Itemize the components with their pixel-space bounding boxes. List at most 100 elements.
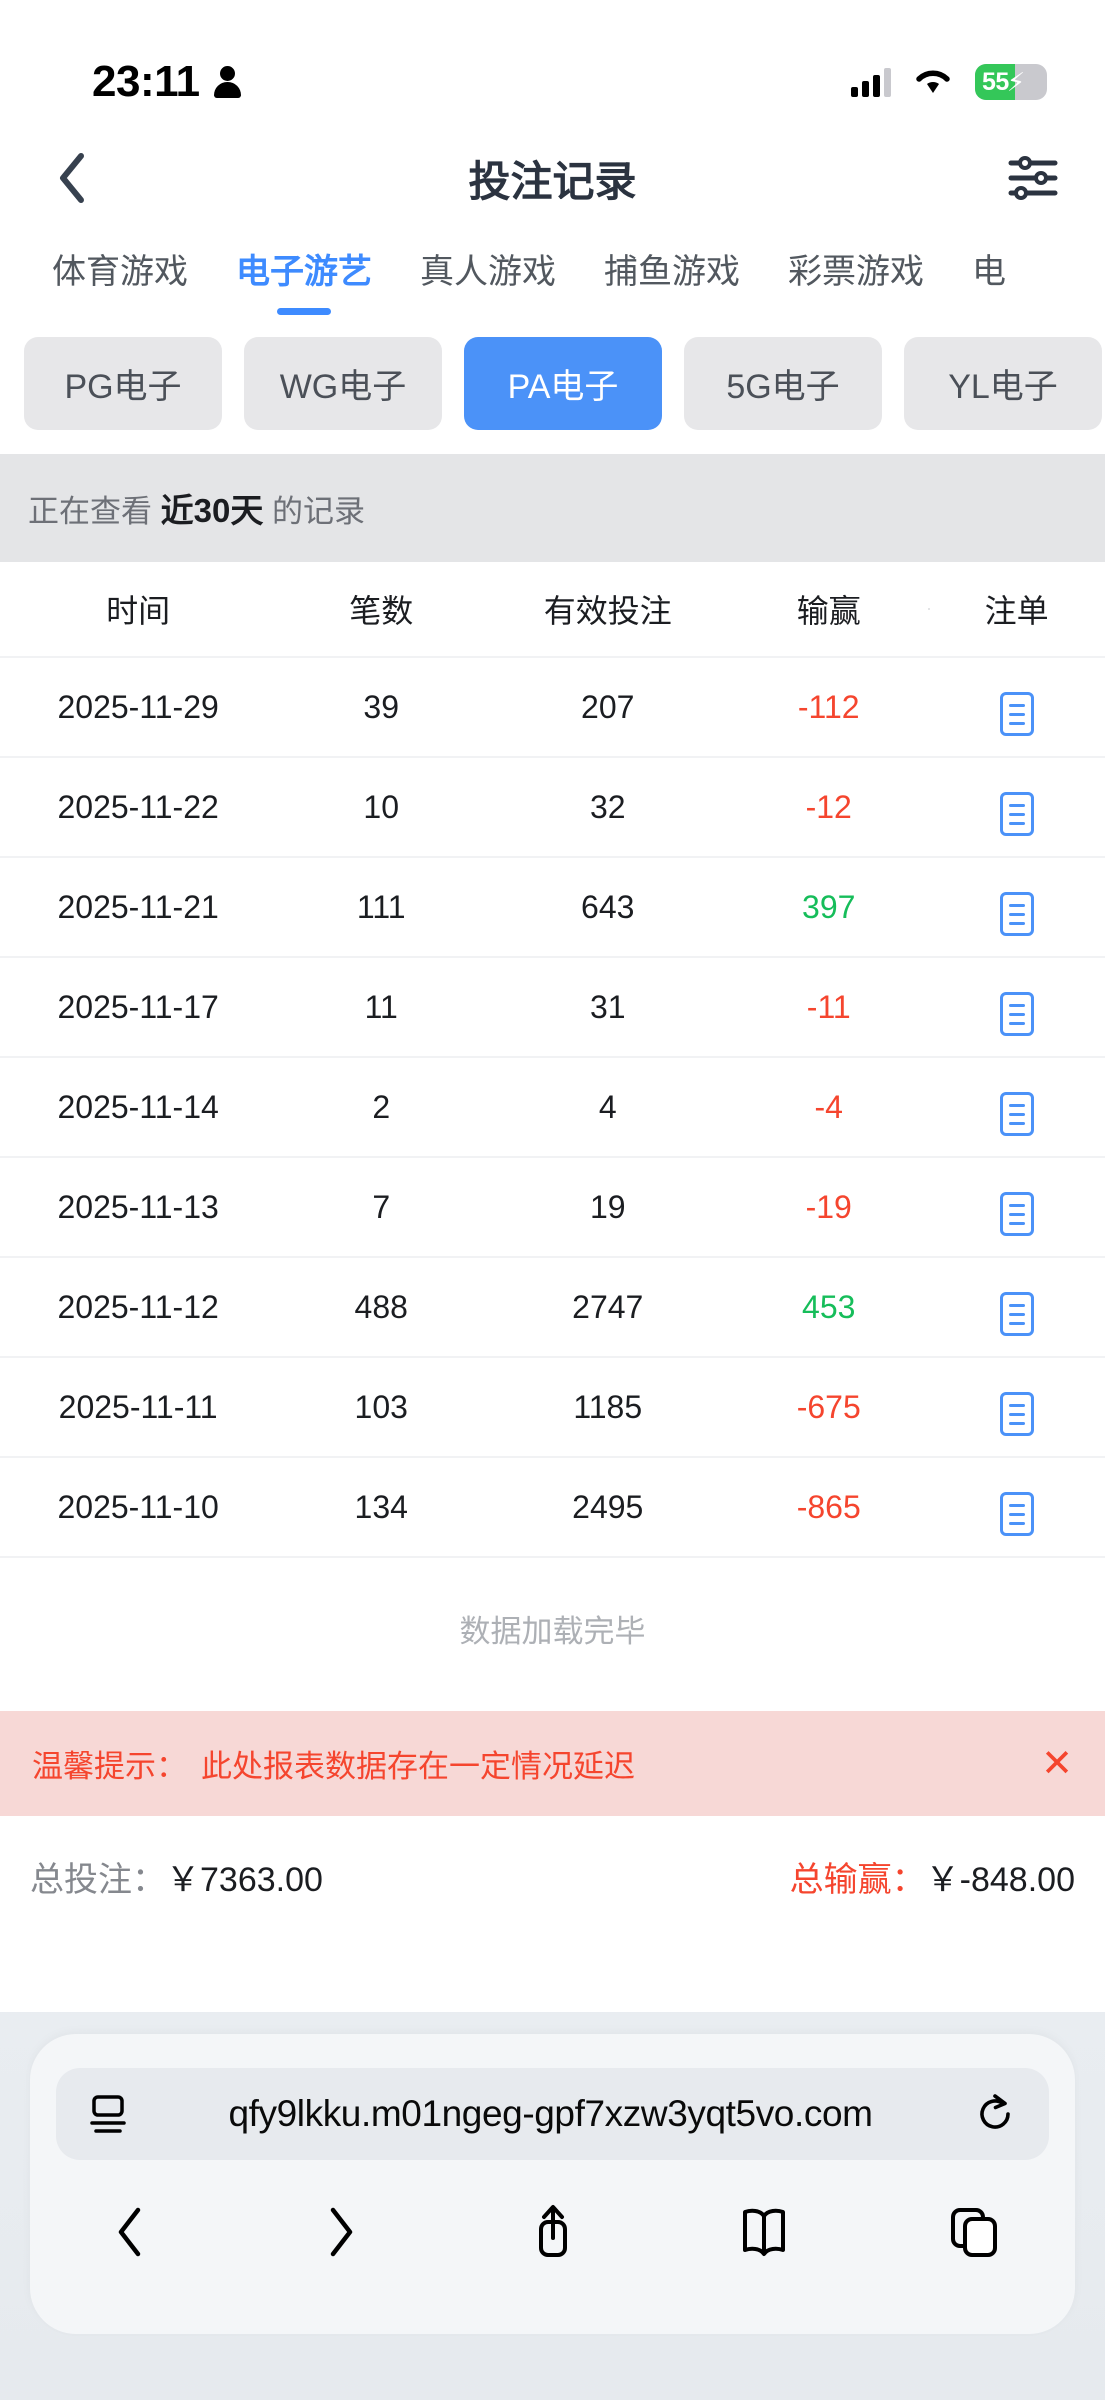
table-header-row: 时间 笔数 有效投注 输赢 注单 [0, 562, 1105, 658]
signal-bars-icon [851, 67, 891, 97]
chevron-left-icon [118, 2207, 141, 2257]
table-row[interactable]: 2025-11-29 39 207 -112 [0, 658, 1105, 758]
cell-slip[interactable] [928, 1178, 1105, 1237]
cell-slip[interactable] [928, 1378, 1105, 1437]
cell-time: 2025-11-21 [57, 888, 219, 925]
total-bet-label: 总投注： [30, 1861, 166, 1899]
cell-time: 2025-11-12 [57, 1288, 219, 1325]
chip-pg[interactable]: PG电子 [24, 337, 222, 430]
provider-chip-bar[interactable]: PG电子 WG电子 PA电子 5G电子 YL电子 [0, 315, 1105, 454]
category-tab-bar[interactable]: 体育游戏 电子游艺 真人游戏 捕鱼游戏 彩票游戏 电 [0, 226, 1105, 315]
total-win-loss-value: ￥-848.00 [925, 1861, 1075, 1899]
warning-banner: 温馨提示： 此处报表数据存在一定情况延迟 ✕ [0, 1711, 1105, 1816]
back-button[interactable] [42, 148, 102, 208]
cell-slip[interactable] [928, 1278, 1105, 1337]
status-bar-right: 55 ⚡ [851, 64, 1047, 100]
total-bet-value: ￥7363.00 [166, 1861, 323, 1899]
tabs-icon [951, 2208, 997, 2257]
bet-slip-icon[interactable] [999, 1492, 1034, 1537]
cell-valid-bet: 4 [598, 1088, 617, 1125]
cell-slip[interactable] [928, 978, 1105, 1037]
reader-view-icon[interactable] [90, 2094, 126, 2134]
records-table: 时间 笔数 有效投注 输赢 注单 2025-11-29 39 207 -112 … [0, 562, 1105, 1558]
cell-win-loss: -4 [814, 1088, 843, 1125]
table-row[interactable]: 2025-11-11 103 1185 -675 [0, 1358, 1105, 1458]
browser-share-button[interactable] [511, 2196, 595, 2268]
filter-notice: 正在查看 近30天 的记录 [0, 454, 1105, 562]
bet-slip-icon[interactable] [999, 1092, 1034, 1137]
cell-count: 11 [364, 988, 398, 1025]
close-x-icon[interactable]: ✕ [1041, 1742, 1073, 1785]
chip-5g[interactable]: 5G电子 [684, 337, 882, 430]
bet-slip-icon[interactable] [999, 992, 1034, 1037]
cell-win-loss: -865 [796, 1488, 861, 1525]
person-icon [213, 66, 241, 98]
address-bar[interactable]: qfy9lkku.m01ngeg-gpf7xzw3yqt5vo.com [56, 2068, 1049, 2160]
share-icon [538, 2205, 567, 2257]
header-count: 笔数 [349, 593, 414, 629]
warning-text: 温馨提示： 此处报表数据存在一定情况延迟 [32, 1741, 635, 1786]
browser-back-button[interactable] [88, 2196, 172, 2268]
chip-pa[interactable]: PA电子 [464, 337, 662, 430]
tab-overflow[interactable]: 电 [972, 253, 1006, 291]
cell-count: 134 [354, 1488, 408, 1525]
cell-slip[interactable] [928, 678, 1105, 737]
bet-slip-icon[interactable] [999, 892, 1034, 937]
cell-valid-bet: 643 [581, 888, 635, 925]
wifi-icon [913, 67, 953, 97]
cell-win-loss: -675 [796, 1388, 861, 1425]
tab-lottery[interactable]: 彩票游戏 [788, 253, 924, 291]
chip-yl[interactable]: YL电子 [904, 337, 1102, 430]
cell-count: 111 [356, 888, 406, 925]
bet-slip-icon[interactable] [999, 792, 1034, 837]
battery-indicator: 55 ⚡ [975, 64, 1047, 100]
bet-slip-icon[interactable] [999, 1392, 1034, 1437]
bet-slip-icon[interactable] [999, 1192, 1034, 1237]
header-time: 时间 [106, 593, 171, 629]
filter-sliders-icon [1008, 156, 1058, 200]
cell-slip[interactable] [928, 878, 1105, 937]
page-title: 投注记录 [468, 157, 637, 205]
table-row[interactable]: 2025-11-17 11 31 -11 [0, 958, 1105, 1058]
status-time: 23:11 [92, 57, 200, 106]
cell-valid-bet: 2747 [572, 1288, 644, 1325]
table-row[interactable]: 2025-11-13 7 19 -19 [0, 1158, 1105, 1258]
cell-slip[interactable] [928, 1078, 1105, 1137]
tab-sports[interactable]: 体育游戏 [52, 253, 188, 291]
table-row[interactable]: 2025-11-12 488 2747 453 [0, 1258, 1105, 1358]
cell-valid-bet: 31 [589, 988, 626, 1025]
filter-button[interactable] [1003, 148, 1063, 208]
table-row[interactable]: 2025-11-14 2 4 -4 [0, 1058, 1105, 1158]
cell-count: 39 [363, 688, 400, 725]
reload-icon[interactable] [975, 2094, 1015, 2134]
cell-time: 2025-11-11 [58, 1388, 218, 1425]
url-text[interactable]: qfy9lkku.m01ngeg-gpf7xzw3yqt5vo.com [228, 2093, 873, 2134]
cell-time: 2025-11-13 [57, 1188, 219, 1225]
load-complete-text: 数据加载完毕 [459, 1614, 646, 1649]
bet-slip-icon[interactable] [999, 1292, 1034, 1337]
header-slip: 注单 [928, 586, 1105, 632]
warning-message: 此处报表数据存在一定情况延迟 [201, 1749, 635, 1784]
bet-slip-icon[interactable] [999, 692, 1034, 737]
cell-win-loss: -12 [805, 788, 852, 825]
tab-slots[interactable]: 电子游艺 [212, 244, 396, 315]
browser-card: qfy9lkku.m01ngeg-gpf7xzw3yqt5vo.com [30, 2034, 1075, 2334]
cell-slip[interactable] [928, 778, 1105, 837]
chip-wg[interactable]: WG电子 [244, 337, 442, 430]
tab-fishing[interactable]: 捕鱼游戏 [604, 253, 740, 291]
table-row[interactable]: 2025-11-21 111 643 397 [0, 858, 1105, 958]
table-row[interactable]: 2025-11-22 10 32 -12 [0, 758, 1105, 858]
filter-notice-prefix: 正在查看 [28, 494, 161, 529]
table-row[interactable]: 2025-11-10 134 2495 -865 [0, 1458, 1105, 1558]
browser-forward-button[interactable] [299, 2196, 383, 2268]
cell-time: 2025-11-22 [57, 788, 219, 825]
tab-live[interactable]: 真人游戏 [420, 253, 556, 291]
totals-bar: 总投注：￥7363.00 总输赢：￥-848.00 [0, 1816, 1105, 1941]
cell-slip[interactable] [928, 1478, 1105, 1537]
browser-bookmarks-button[interactable] [722, 2196, 806, 2268]
cell-count: 103 [354, 1388, 408, 1425]
browser-tabs-button[interactable] [933, 2196, 1017, 2268]
nav-bar: 投注记录 [0, 130, 1105, 226]
cell-win-loss: 397 [802, 888, 856, 925]
cell-valid-bet: 2495 [572, 1488, 644, 1525]
